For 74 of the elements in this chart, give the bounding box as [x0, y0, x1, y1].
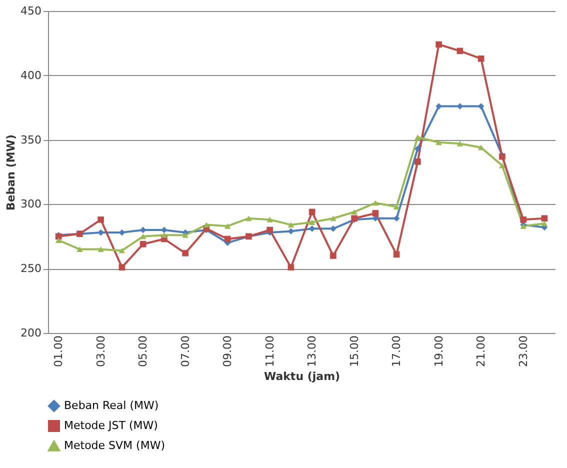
legend-label: Metode JST (MW) — [64, 419, 158, 432]
y-tick-label: 450 — [20, 4, 42, 18]
point — [182, 232, 188, 238]
x-tick-label: 15.00 — [348, 336, 361, 367]
x-axis-title: Waktu (jam) — [264, 370, 340, 383]
point — [436, 41, 442, 48]
y-axis-title: Beban (MW) — [4, 134, 18, 210]
x-tick-label: 23.00 — [516, 336, 530, 367]
point — [414, 146, 421, 152]
point — [98, 246, 104, 252]
point — [98, 216, 104, 223]
y-tick-label: 200 — [20, 326, 42, 340]
point — [118, 248, 126, 254]
point — [393, 215, 400, 222]
point — [161, 226, 168, 234]
y-tick-label: 350 — [20, 133, 42, 146]
point — [118, 264, 126, 270]
point — [478, 55, 484, 62]
point — [288, 264, 294, 270]
y-tick-label: 250 — [20, 262, 42, 276]
point — [330, 226, 336, 232]
x-tick-label: 21.00 — [474, 336, 488, 367]
point — [393, 251, 400, 258]
point — [266, 216, 273, 222]
x-tick-label: 11.00 — [263, 336, 276, 367]
point — [224, 223, 231, 229]
point — [288, 222, 294, 228]
x-tick-label: 09.00 — [221, 336, 234, 367]
point — [224, 236, 231, 242]
point — [499, 162, 506, 168]
point — [456, 103, 464, 110]
x-tick-label: 05.00 — [136, 336, 150, 367]
y-tick-label: 400 — [20, 68, 42, 82]
point — [436, 103, 442, 110]
point — [372, 210, 379, 216]
point — [308, 208, 316, 216]
x-tick-label: 17.00 — [390, 336, 404, 367]
point — [203, 222, 210, 228]
point — [478, 103, 484, 110]
point — [541, 220, 548, 226]
point — [456, 48, 464, 54]
point — [330, 252, 336, 259]
legend-label: Beban Real (MW) — [64, 399, 159, 412]
point — [414, 134, 421, 140]
point — [520, 216, 526, 223]
point — [393, 204, 400, 210]
x-tick-label: 19.00 — [432, 336, 446, 367]
point — [456, 140, 464, 146]
point — [76, 246, 83, 252]
point — [351, 209, 358, 215]
point — [161, 232, 168, 238]
x-tick-label: 03.00 — [94, 336, 108, 367]
point — [140, 226, 146, 234]
point — [118, 229, 126, 236]
point — [246, 216, 252, 222]
point — [266, 226, 273, 234]
point — [308, 226, 316, 232]
point — [541, 215, 548, 222]
x-tick-label: 01.00 — [52, 336, 66, 367]
point — [330, 216, 336, 222]
y-tick-label: 300 — [20, 198, 42, 211]
point — [414, 158, 421, 165]
point — [182, 250, 188, 256]
point — [55, 238, 62, 244]
point — [372, 200, 379, 206]
point — [140, 240, 146, 248]
point — [308, 219, 316, 225]
x-tick-label: 13.00 — [306, 336, 319, 367]
point — [288, 228, 294, 234]
x-tick-label: 07.00 — [178, 336, 192, 367]
point — [98, 229, 104, 236]
point — [436, 140, 442, 146]
legend-label: Metode SVM (MW) — [64, 439, 165, 452]
point — [140, 234, 146, 240]
